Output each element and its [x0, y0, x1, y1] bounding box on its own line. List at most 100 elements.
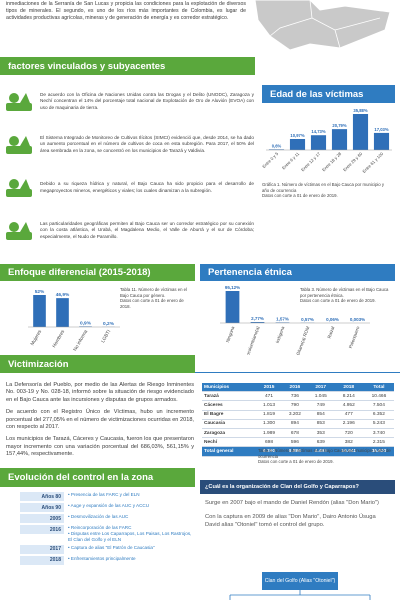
table-cell: 2016	[281, 383, 308, 393]
table-cell: 5.243	[363, 419, 394, 429]
category-label: LGBTI	[100, 329, 112, 344]
caption: Gráfica 1. Número de víctimas en el Bajo…	[262, 182, 385, 193]
table-cell: 1.300	[256, 419, 282, 429]
table-cell: Nechí	[202, 437, 257, 448]
bar	[289, 138, 306, 150]
paragraph: Los municipios de Tarazá, Cáceres y Cauc…	[6, 436, 194, 457]
victim-table: Municipios 2015 2016 2017 2018 Total Tarazá 471…	[202, 383, 394, 457]
table-cell: 8.290	[256, 446, 282, 457]
table-cell: 596	[281, 437, 308, 448]
table-row: El Bagre 1.819 3.202 854 477 6.352	[202, 410, 394, 420]
value-label: 46,9%	[56, 292, 70, 298]
bar	[225, 291, 240, 323]
timeline-row: Años 80 Presencia de las FARC y del ELN	[20, 492, 195, 501]
factors-list: De acuerdo con la Oficina de Naciones Un…	[4, 80, 254, 252]
timeline-events: Presencia de las FARC y del ELN	[64, 492, 140, 498]
timeline-event: Captura de alias "El Patrón de Caucasia"	[68, 545, 155, 551]
table-cell: 2015	[256, 383, 282, 393]
org-root: Clan del Golfo (Alias "Otoniel")	[262, 572, 338, 590]
caption: Tabla 3. Número de víctimas en el Bajo C…	[300, 287, 389, 298]
table-cell: 736	[281, 391, 308, 402]
bar	[268, 149, 285, 150]
value-label: 52%	[35, 289, 45, 295]
victimization-text: La Defensoría del Pueblo, por medio de l…	[6, 382, 194, 463]
divider	[0, 372, 400, 373]
timeline-events: Captura de alias "El Patrón de Caucasia"	[64, 545, 155, 551]
value-label: 20,79%	[332, 123, 346, 128]
factor-text: El Sistema Integrado de Monitoreo de Cul…	[40, 135, 254, 153]
bar	[33, 295, 46, 327]
category-label: Hombres	[51, 328, 66, 348]
value-label: 35,88%	[353, 108, 367, 113]
bar	[352, 114, 369, 150]
age-header: Edad de las víctimas	[262, 85, 395, 103]
table-cell: 790	[281, 400, 308, 411]
timeline-period: Años 90	[20, 503, 64, 512]
table-cell: Municipios	[202, 383, 257, 393]
table-cell: 2.315	[363, 437, 394, 448]
table-cell: 3.740	[363, 428, 394, 439]
ethnic-caption: Tabla 3. Número de víctimas en el Bajo C…	[300, 287, 392, 304]
value-label: 0,57%	[301, 317, 314, 322]
table-row: Municipios 2015 2016 2017 2018 Total	[202, 383, 394, 393]
timeline-events: Reincorporación de las FARCDisputas entr…	[64, 525, 195, 543]
value-label: 10,97%	[290, 133, 304, 138]
category-label: Indígena	[275, 325, 286, 344]
value-label: 14,73%	[311, 129, 325, 134]
icon-shape	[20, 92, 30, 103]
table-cell: Total	[363, 383, 394, 393]
table-cell: 10.466	[363, 391, 394, 402]
factor-text: Debido a su riqueza hídrica y natural, e…	[40, 181, 254, 193]
value-label: 0,9%	[80, 320, 92, 326]
timeline-row: 2017 Captura de alias "El Patrón de Cauca…	[20, 544, 195, 554]
table-row: Nechí 698 596 639 382 2.315	[202, 437, 394, 448]
table-cell: 720	[333, 428, 364, 439]
icon-shape	[6, 102, 32, 111]
timeline-event: Auge y expansión de las AUC y ACCU	[68, 503, 149, 509]
timeline-period: 2005	[20, 514, 64, 523]
clan-header: ¿Cuál es la organización de Clan del Gol…	[200, 480, 395, 494]
bar	[56, 298, 69, 327]
clan-paragraph: Surge en 2007 bajo el mando de Daniel Re…	[205, 500, 379, 506]
timeline-event: Reincorporación de las FARC	[68, 525, 195, 531]
category-label: Entre 29 y 60	[342, 151, 364, 173]
icon-shape	[6, 145, 32, 154]
factor-text: Las particularidades geográficas permite…	[40, 221, 254, 239]
timeline-row: 2005 Desmovilización de las AUC	[20, 514, 195, 523]
bar	[250, 322, 265, 323]
value-label: 1,57%	[276, 316, 289, 321]
table-cell: 7.504	[363, 400, 394, 411]
value-label: 17,03%	[374, 127, 388, 132]
clan-text: Surge en 2007 bajo el mando de Daniel Re…	[205, 500, 390, 535]
victim-table-wrap: Municipios 2015 2016 2017 2018 Total Tarazá 471…	[202, 383, 394, 457]
factor-icon	[6, 92, 32, 111]
table-cell: 8.214	[333, 391, 364, 402]
value-label: 0,06%	[326, 317, 339, 322]
timeline-event: Desmovilización de las AUC	[68, 514, 128, 520]
table-cell: El Bagre	[202, 410, 257, 420]
value-label: 0,6%	[272, 143, 282, 148]
icon-shape	[9, 221, 19, 232]
gender-header: Enfoque diferencial (2015-2018)	[0, 264, 195, 281]
ethnic-chart: 95,12% Ninguna 2,77% Negro(a) o Afrocolombi…	[220, 285, 370, 355]
timeline-events: Desmovilización de las AUC	[64, 514, 128, 520]
caption: Tabla 5. Número de víctimas en el Bajo C…	[258, 448, 391, 459]
table-cell: 16.941	[333, 446, 364, 457]
icon-shape	[20, 221, 30, 232]
table-cell: Tarazá	[202, 391, 257, 402]
icon-shape	[9, 92, 19, 103]
category-label: No informa	[72, 329, 89, 353]
note: Datos con corte a 01 de enero de 2018.	[120, 298, 184, 309]
table-cell: 1.819	[256, 410, 282, 420]
table-cell: 1.989	[256, 428, 282, 439]
icon-shape	[20, 135, 30, 146]
table-cell: 854	[307, 410, 334, 420]
category-label: Gitano(a) ROM	[295, 325, 310, 355]
timeline-events: Auge y expansión de las AUC y ACCU	[64, 503, 149, 509]
age-chart: 0,6% Entre 0 y 5 10,97% Entre 6 y 11 14,73% E…	[262, 108, 392, 174]
ethnic-header: Pertenencia étnica	[200, 264, 395, 281]
category-label: Mujeres	[30, 328, 44, 346]
icon-shape	[20, 178, 30, 189]
category-label: Entre 61 y 100	[361, 151, 384, 174]
table-cell: 698	[256, 437, 282, 448]
